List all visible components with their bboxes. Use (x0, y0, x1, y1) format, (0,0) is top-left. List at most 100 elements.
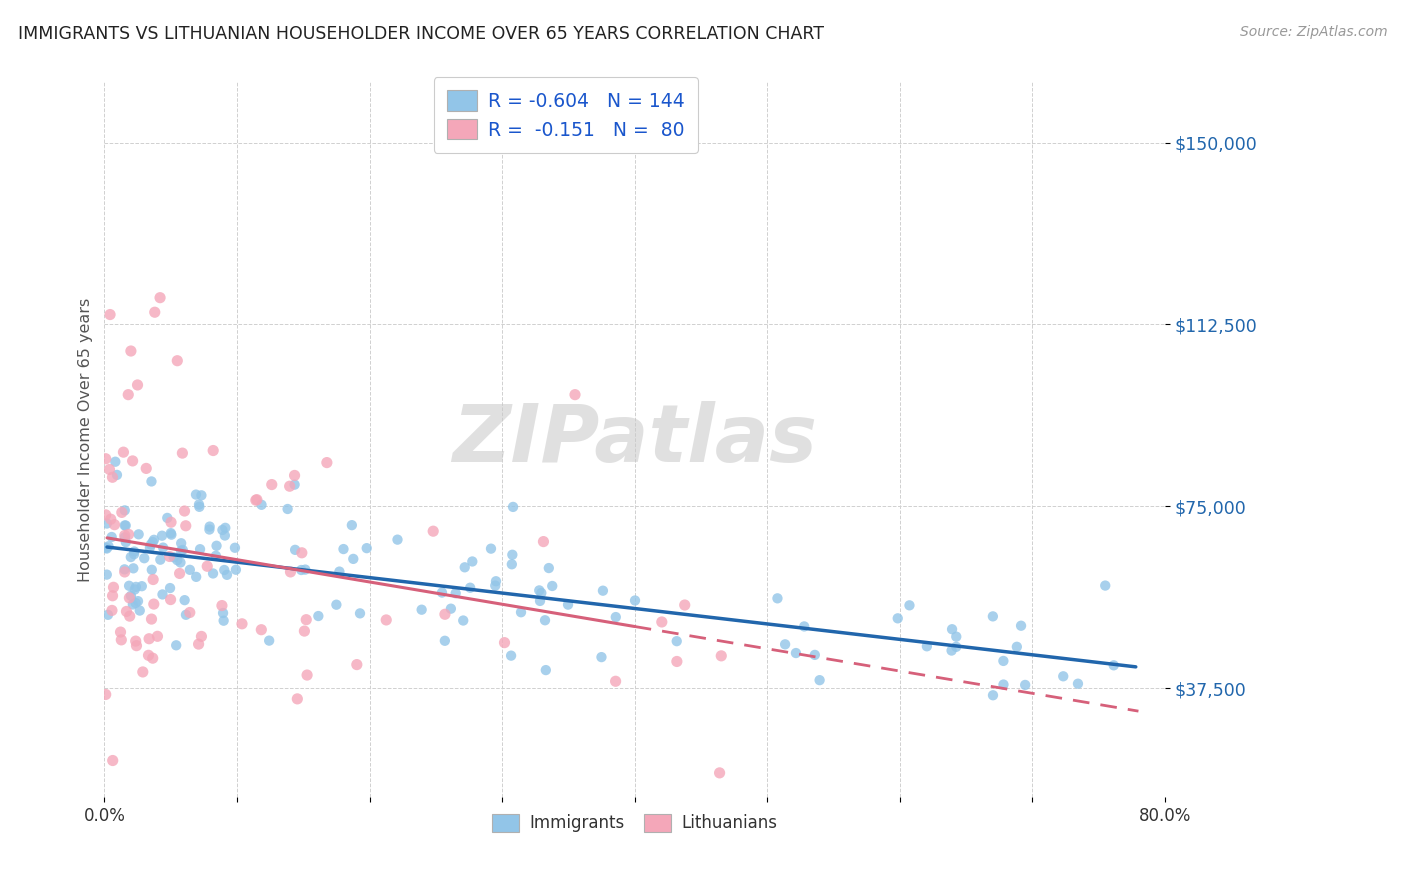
Point (103, 580, 125, 594)
Point (110, 625, 132, 640)
Point (557, 598, 579, 612)
Point (422, 524, 444, 538)
Point (146, 629, 169, 643)
Point (458, 581, 481, 595)
Point (202, 443, 225, 458)
Point (387, 533, 409, 547)
Text: ZIPatlas: ZIPatlas (453, 401, 817, 478)
Point (142, 573, 165, 587)
Point (709, 765, 731, 780)
Point (461, 554, 484, 568)
Point (533, 534, 555, 549)
Point (941, 622, 963, 636)
Point (231, 616, 253, 631)
Point (114, 530, 136, 544)
Point (292, 624, 315, 638)
Point (295, 613, 318, 627)
Point (125, 639, 148, 653)
Point (205, 539, 228, 553)
Point (131, 579, 153, 593)
Point (981, 688, 1004, 702)
Point (278, 479, 301, 493)
Point (605, 610, 627, 624)
Point (122, 547, 145, 561)
Point (773, 637, 796, 651)
Point (117, 387, 139, 401)
Point (138, 648, 160, 663)
Point (121, 454, 143, 468)
Point (174, 518, 197, 533)
Point (101, 470, 124, 484)
Point (430, 585, 453, 599)
Point (121, 598, 143, 612)
Point (673, 598, 696, 612)
Point (170, 543, 193, 558)
Point (127, 378, 149, 392)
Point (411, 603, 433, 617)
Point (98, 308, 121, 322)
Point (142, 651, 165, 665)
Text: IMMIGRANTS VS LITHUANIAN HOUSEHOLDER INCOME OVER 65 YEARS CORRELATION CHART: IMMIGRANTS VS LITHUANIAN HOUSEHOLDER INC… (18, 25, 824, 43)
Point (250, 498, 273, 512)
Point (433, 633, 456, 648)
Point (179, 563, 201, 577)
Point (945, 640, 967, 654)
Point (651, 615, 673, 629)
Point (173, 504, 195, 518)
Point (100, 512, 122, 526)
Point (592, 583, 614, 598)
Point (198, 523, 221, 537)
Point (184, 487, 207, 501)
Point (290, 563, 312, 577)
Point (138, 632, 160, 646)
Point (118, 591, 141, 605)
Point (174, 607, 197, 622)
Point (260, 477, 283, 491)
Point (120, 344, 142, 359)
Point (494, 635, 516, 649)
Point (101, 754, 124, 768)
Point (132, 665, 155, 679)
Point (291, 546, 314, 560)
Point (114, 518, 136, 533)
Point (501, 558, 523, 572)
Point (225, 563, 247, 577)
Point (160, 526, 183, 541)
Point (149, 291, 172, 305)
Point (188, 500, 211, 514)
Point (214, 521, 236, 535)
Point (149, 552, 172, 566)
Point (128, 527, 150, 541)
Point (534, 613, 557, 627)
Point (205, 549, 228, 563)
Point (187, 637, 209, 651)
Point (280, 565, 302, 579)
Point (165, 638, 187, 652)
Point (125, 634, 148, 648)
Point (114, 503, 136, 517)
Point (94, 541, 117, 555)
Text: Source: ZipAtlas.com: Source: ZipAtlas.com (1240, 25, 1388, 39)
Point (152, 541, 174, 555)
Point (186, 570, 208, 584)
Point (212, 606, 235, 620)
Point (285, 691, 308, 706)
Point (159, 581, 181, 595)
Point (115, 604, 138, 618)
Point (112, 445, 135, 459)
Point (128, 603, 150, 617)
Point (188, 498, 211, 512)
Point (1102, 658, 1125, 673)
Point (101, 603, 124, 617)
Point (127, 594, 149, 608)
Point (96, 567, 118, 582)
Point (142, 597, 165, 611)
Point (135, 461, 157, 475)
Point (114, 565, 136, 579)
Point (501, 648, 523, 663)
Point (169, 556, 191, 570)
Point (250, 623, 273, 637)
Point (529, 594, 551, 608)
Point (246, 492, 269, 507)
Point (1052, 669, 1074, 683)
